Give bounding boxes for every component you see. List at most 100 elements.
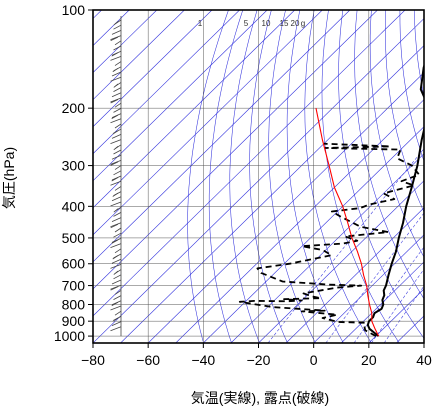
isotherm-line xyxy=(38,10,378,343)
x-tick-label: 40 xyxy=(416,352,432,368)
wind-barb xyxy=(115,166,121,170)
dry-adiabat-line xyxy=(305,10,372,343)
wind-barb xyxy=(112,218,121,222)
isotherm-line xyxy=(231,10,435,343)
pressure-gridlines xyxy=(93,10,424,343)
wind-barb xyxy=(111,244,122,248)
wind-barb xyxy=(112,134,121,138)
wind-barb xyxy=(111,98,122,102)
wind-barb xyxy=(112,72,121,76)
mixing-ratio-label: 1 xyxy=(198,19,203,28)
wind-barb xyxy=(114,271,118,275)
isotherm-line xyxy=(0,10,295,343)
wind-barb xyxy=(114,296,122,300)
wind-barb xyxy=(111,223,122,227)
y-tick-label: 900 xyxy=(62,313,86,329)
y-tick-label: 100 xyxy=(62,2,86,18)
x-tick-label: −20 xyxy=(247,352,271,368)
isotherm-line xyxy=(176,10,435,343)
wind-barb xyxy=(111,56,122,60)
wind-barb xyxy=(111,77,122,81)
wind-barb xyxy=(111,181,122,185)
mixing-ratio-label: 20 xyxy=(291,19,300,28)
wind-barb xyxy=(114,146,118,150)
y-tick-label: 300 xyxy=(62,158,86,174)
wind-barb xyxy=(114,275,122,279)
dry-adiabat-line xyxy=(370,10,435,343)
y-tick-label: 400 xyxy=(62,198,86,214)
wind-barb xyxy=(111,36,122,40)
wind-barb xyxy=(114,209,118,213)
isotherm-line xyxy=(259,10,435,343)
y-axis-label: 気圧(hPa) xyxy=(1,147,17,209)
wind-barb xyxy=(114,108,122,112)
dry-adiabat-line xyxy=(400,10,435,343)
mixing-ratio-line xyxy=(371,10,435,343)
wind-barb xyxy=(115,311,121,315)
mixing-ratio-label: 10 xyxy=(262,19,271,28)
wind-barb xyxy=(112,302,118,306)
isotherm-line xyxy=(93,10,433,343)
y-tick-label: 800 xyxy=(62,296,86,312)
x-tick-label: −40 xyxy=(191,352,215,368)
x-tick-label: 20 xyxy=(361,352,377,368)
y-tick-label: 1000 xyxy=(54,328,85,344)
temperature-line xyxy=(368,10,435,336)
dry-adiabat-line xyxy=(322,10,399,343)
mixing-ratio-label: 5 xyxy=(244,19,249,28)
wind-barb xyxy=(115,41,121,45)
dry-adiabat-line xyxy=(230,10,260,343)
wind-barb xyxy=(114,88,122,92)
dry-adiabat-line xyxy=(385,10,435,343)
wind-barb xyxy=(113,193,118,197)
wind-barb xyxy=(115,290,121,294)
dry-adiabat-line xyxy=(355,10,435,343)
dry-adiabat-line xyxy=(209,10,243,343)
wind-barb xyxy=(112,322,121,326)
wind-barb xyxy=(112,280,121,284)
x-axis-label: 気温(実線), 露点(破線) xyxy=(191,390,329,406)
wind-barb xyxy=(112,178,118,182)
wind-barb xyxy=(114,46,122,50)
wind-barb xyxy=(111,119,122,123)
isotherm-line xyxy=(424,10,435,343)
y-tick-label: 200 xyxy=(62,100,86,116)
wind-barb xyxy=(113,256,118,260)
wind-barb xyxy=(115,186,121,190)
wind-barb xyxy=(112,30,121,34)
dry-adiabat-line xyxy=(287,10,343,343)
x-tick-label: −80 xyxy=(81,352,105,368)
wind-barb xyxy=(111,264,122,268)
sounding-series xyxy=(240,10,435,336)
wind-barb xyxy=(111,140,122,144)
mixing-ratio-line xyxy=(326,10,435,343)
x-axis-ticks: −80 −60 −40 −20 0 20 40 xyxy=(81,343,432,368)
wind-barb xyxy=(115,249,121,253)
wind-barb xyxy=(114,25,122,29)
mixing-ratio-label: g xyxy=(301,19,305,28)
wind-barb xyxy=(115,228,121,232)
x-tick-label: −60 xyxy=(136,352,160,368)
x-tick-label: 0 xyxy=(310,352,318,368)
wind-barb xyxy=(112,115,118,119)
wind-barb xyxy=(114,84,118,88)
y-tick-label: 700 xyxy=(62,278,86,294)
wind-barb xyxy=(115,62,121,66)
mixing-ratio-label: 15 xyxy=(280,19,289,28)
wind-barb xyxy=(114,22,118,26)
wind-barb xyxy=(111,306,122,310)
isotherm-line xyxy=(341,10,435,343)
wind-barb xyxy=(112,197,121,201)
wind-barb xyxy=(112,155,121,159)
wind-barb xyxy=(114,212,122,216)
y-tick-label: 500 xyxy=(62,230,86,246)
wind-barb xyxy=(111,327,122,331)
wind-barb xyxy=(113,131,118,135)
wind-barb xyxy=(114,150,122,154)
wind-barbs xyxy=(111,16,122,336)
wind-barb xyxy=(112,93,121,97)
y-tick-label: 600 xyxy=(62,256,86,272)
dry-adiabat-line xyxy=(429,10,435,343)
